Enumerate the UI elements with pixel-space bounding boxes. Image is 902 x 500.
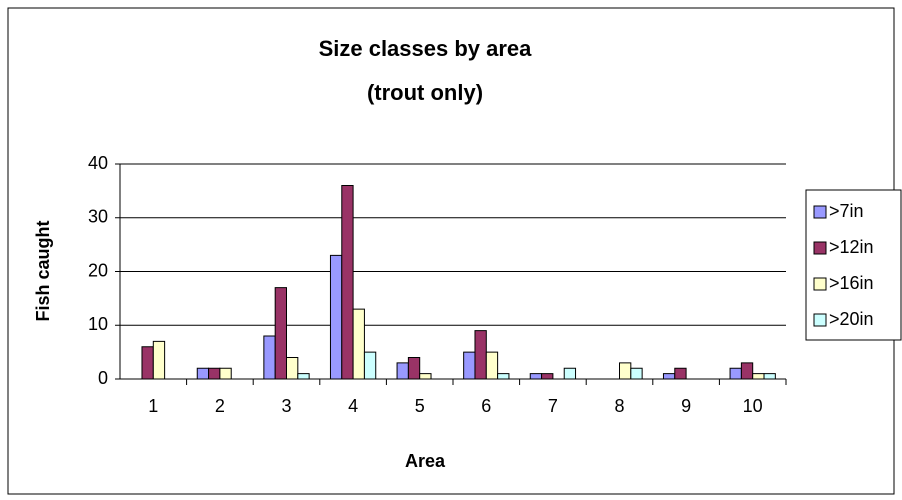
bar [729,367,742,380]
x-axis-label: Area [405,451,446,471]
bar [752,373,765,380]
x-tick-label: 3 [281,396,291,416]
bar [152,340,166,380]
y-tick-label: 30 [88,207,108,227]
x-tick-label: 4 [348,396,358,416]
bar [662,373,676,380]
bar [419,373,432,380]
legend-swatch [813,313,827,327]
bar [674,367,687,380]
bar [208,367,221,380]
bar [396,362,409,380]
bar [341,185,354,380]
bar [497,373,510,380]
bar [763,373,776,380]
y-tick-label: 20 [88,260,108,280]
chart-border [7,7,895,495]
bar [141,346,154,380]
bar [541,373,554,380]
legend-swatch [813,205,827,219]
bar [474,330,487,380]
legend-label: >20in [829,309,874,329]
bar [363,351,377,380]
bar [274,287,288,380]
bar [196,367,210,380]
y-tick-label: 10 [88,314,108,334]
bar [329,254,343,380]
x-tick-label: 8 [614,396,624,416]
bar [219,367,232,380]
bar [463,351,476,380]
bar [740,362,754,380]
chart-title: Size classes by area [319,36,533,61]
y-tick-label: 0 [98,368,108,388]
y-axis-label: Fish caught [33,220,53,321]
chart-subtitle: (trout only) [367,80,483,105]
y-tick-label: 40 [88,153,108,173]
bar [630,367,643,380]
bar [563,367,577,380]
bar [407,357,421,380]
legend-swatch [813,277,827,291]
x-tick-label: 2 [215,396,225,416]
bar [485,351,499,380]
x-tick-label: 5 [415,396,425,416]
x-tick-label: 7 [548,396,558,416]
x-tick-label: 9 [681,396,691,416]
bar [297,373,310,380]
legend-label: >12in [829,237,874,257]
bar [619,362,632,380]
x-tick-label: 10 [743,396,763,416]
bar [529,373,543,380]
legend-label: >7in [829,201,864,221]
bar [352,308,365,380]
legend-swatch [813,241,827,255]
bar [286,357,299,380]
legend-label: >16in [829,273,874,293]
bar [263,335,276,380]
x-tick-label: 6 [481,396,491,416]
x-tick-label: 1 [148,396,158,416]
